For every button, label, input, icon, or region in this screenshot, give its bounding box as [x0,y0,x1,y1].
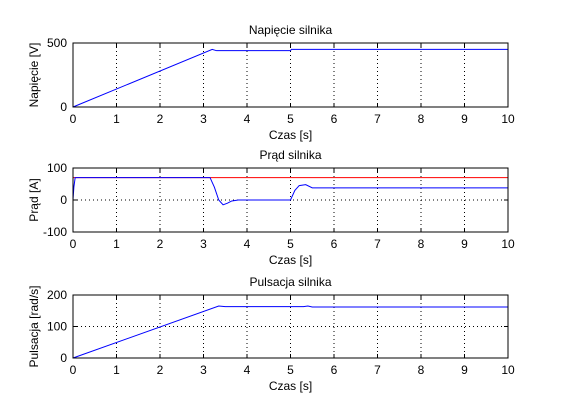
pulsation-x-tick-label: 4 [244,363,251,377]
voltage-x-tick-label: 3 [200,112,207,126]
current-x-tick-label: 6 [331,237,338,251]
current-x-tick-label: 4 [244,237,251,251]
pulsation-x-tick-label: 10 [501,363,515,377]
voltage-x-tick-label: 6 [331,112,338,126]
pulsation-x-tick-label: 9 [461,363,468,377]
current-series-line-1 [72,177,508,206]
current-y-tick-label: -100 [43,225,67,239]
pulsation-y-tick-label: 100 [47,320,67,334]
pulsation-x-tick-label: 1 [113,363,120,377]
voltage-x-tick-label: 8 [418,112,425,126]
pulsation-x-tick-label: 2 [157,363,164,377]
pulsation-plot-area [73,295,508,358]
current-y-tick-label: 100 [47,161,67,175]
pulsation-x-tick-label: 0 [70,363,77,377]
current-x-axis-label: Czas [s] [269,253,312,267]
pulsation-x-axis-label: Czas [s] [269,379,312,393]
current-x-tick-label: 0 [70,237,77,251]
voltage-x-tick-label: 5 [287,112,294,126]
pulsation-y-tick-label: 200 [47,288,67,302]
voltage-x-tick-label: 10 [501,112,515,126]
voltage-y-tick-label: 500 [47,36,67,50]
current-x-tick-label: 9 [461,237,468,251]
voltage-y-axis-label: Napięcie [V] [27,43,41,108]
voltage-x-tick-label: 4 [244,112,251,126]
pulsation-x-tick-label: 8 [418,363,425,377]
pulsation-x-tick-label: 7 [374,363,381,377]
current-x-tick-label: 7 [374,237,381,251]
voltage-x-tick-label: 1 [113,112,120,126]
voltage-x-tick-label: 7 [374,112,381,126]
current-chart-title: Prąd silnika [259,148,321,162]
pulsation-x-tick-label: 3 [200,363,207,377]
current-y-tick-label: 0 [60,193,67,207]
voltage-series-line-0 [72,48,508,108]
current-x-tick-label: 3 [200,237,207,251]
voltage-x-tick-label: 0 [70,112,77,126]
pulsation-x-tick-label: 6 [331,363,338,377]
voltage-y-tick-label: 0 [60,100,67,114]
current-x-tick-label: 5 [287,237,294,251]
pulsation-series-line-0 [72,305,508,359]
current-x-tick-label: 2 [157,237,164,251]
voltage-x-tick-label: 9 [461,112,468,126]
current-x-tick-label: 10 [501,237,515,251]
pulsation-y-tick-label: 0 [60,351,67,365]
current-x-tick-label: 1 [113,237,120,251]
voltage-x-tick-label: 2 [157,112,164,126]
voltage-x-axis-label: Czas [s] [269,128,312,142]
current-x-tick-label: 8 [418,237,425,251]
pulsation-y-axis-label: Pulsacja [rad/s] [27,285,41,367]
pulsation-chart-title: Pulsacja silnika [249,275,331,289]
voltage-chart-title: Napięcie silnika [249,23,333,37]
pulsation-x-tick-label: 5 [287,363,294,377]
voltage-panel: 0 1 2 3 4 5 6 7 8 9 10 0 500 Napięcie silnika Czas [s]… [27,23,515,142]
current-y-axis-label: Prąd [A] [27,178,41,221]
